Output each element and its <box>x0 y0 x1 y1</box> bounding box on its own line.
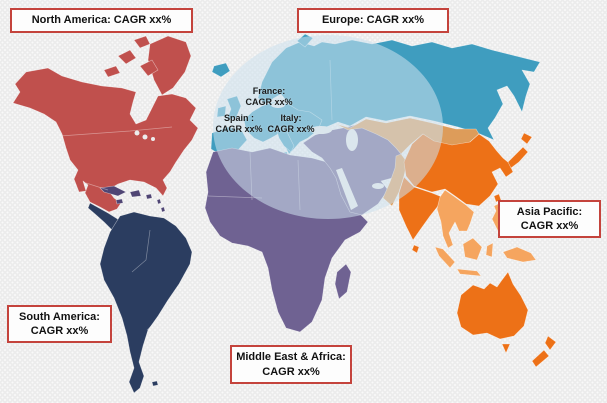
label-box-asia-pacific: Asia Pacific: CAGR xx% <box>498 200 601 238</box>
italy-label-line1: Italy: <box>280 113 302 123</box>
madagascar-shape <box>334 263 352 300</box>
label-box-middle-east-africa: Middle East & Africa: CAGR xx% <box>230 345 352 384</box>
spain-label-line1: Spain : <box>223 113 254 123</box>
europe-label: Europe: CAGR xx% <box>321 14 425 27</box>
middle-east-africa-label-line2: CAGR xx% <box>262 365 320 378</box>
asia-pacific-label-line2: CAGR xx% <box>520 220 579 232</box>
label-box-north-america: North America: CAGR xx% <box>10 8 193 33</box>
indonesia-philippines-shape <box>434 202 537 277</box>
label-spain: Spain : CAGR xx% <box>212 113 266 135</box>
great-lakes <box>151 137 155 141</box>
southeast-asia-shape <box>436 189 475 249</box>
iceland-shape <box>211 62 231 78</box>
arctic-archipelago-shape <box>103 35 159 78</box>
label-box-europe: Europe: CAGR xx% <box>297 8 449 33</box>
label-italy: Italy: CAGR xx% <box>263 113 319 135</box>
north-america-shape <box>12 67 199 213</box>
middle-east-africa-label-line1: Middle East & Africa: <box>236 351 346 364</box>
new-zealand-shape <box>531 335 557 368</box>
italy-label-line2: CAGR xx% <box>267 124 315 134</box>
south-america-shape <box>99 211 193 394</box>
great-lakes <box>134 130 140 136</box>
caribbean-islands-shape <box>99 185 166 213</box>
asia-pacific-label-line1: Asia Pacific: <box>516 205 583 218</box>
europe-highlight-ellipse <box>213 35 443 219</box>
great-lakes <box>142 134 148 140</box>
australia-shape <box>456 271 529 354</box>
north-america-label: North America: CAGR xx% <box>31 14 172 27</box>
france-label-line1: France: <box>252 86 286 96</box>
south-america-label-line2: CAGR xx% <box>30 325 89 337</box>
label-france: France: CAGR xx% <box>238 86 300 108</box>
label-box-south-america: South America: CAGR xx% <box>7 305 112 343</box>
south-america-label-line1: South America: <box>19 310 100 323</box>
spain-label-line2: CAGR xx% <box>215 124 263 134</box>
france-label-line2: CAGR xx% <box>245 97 293 107</box>
